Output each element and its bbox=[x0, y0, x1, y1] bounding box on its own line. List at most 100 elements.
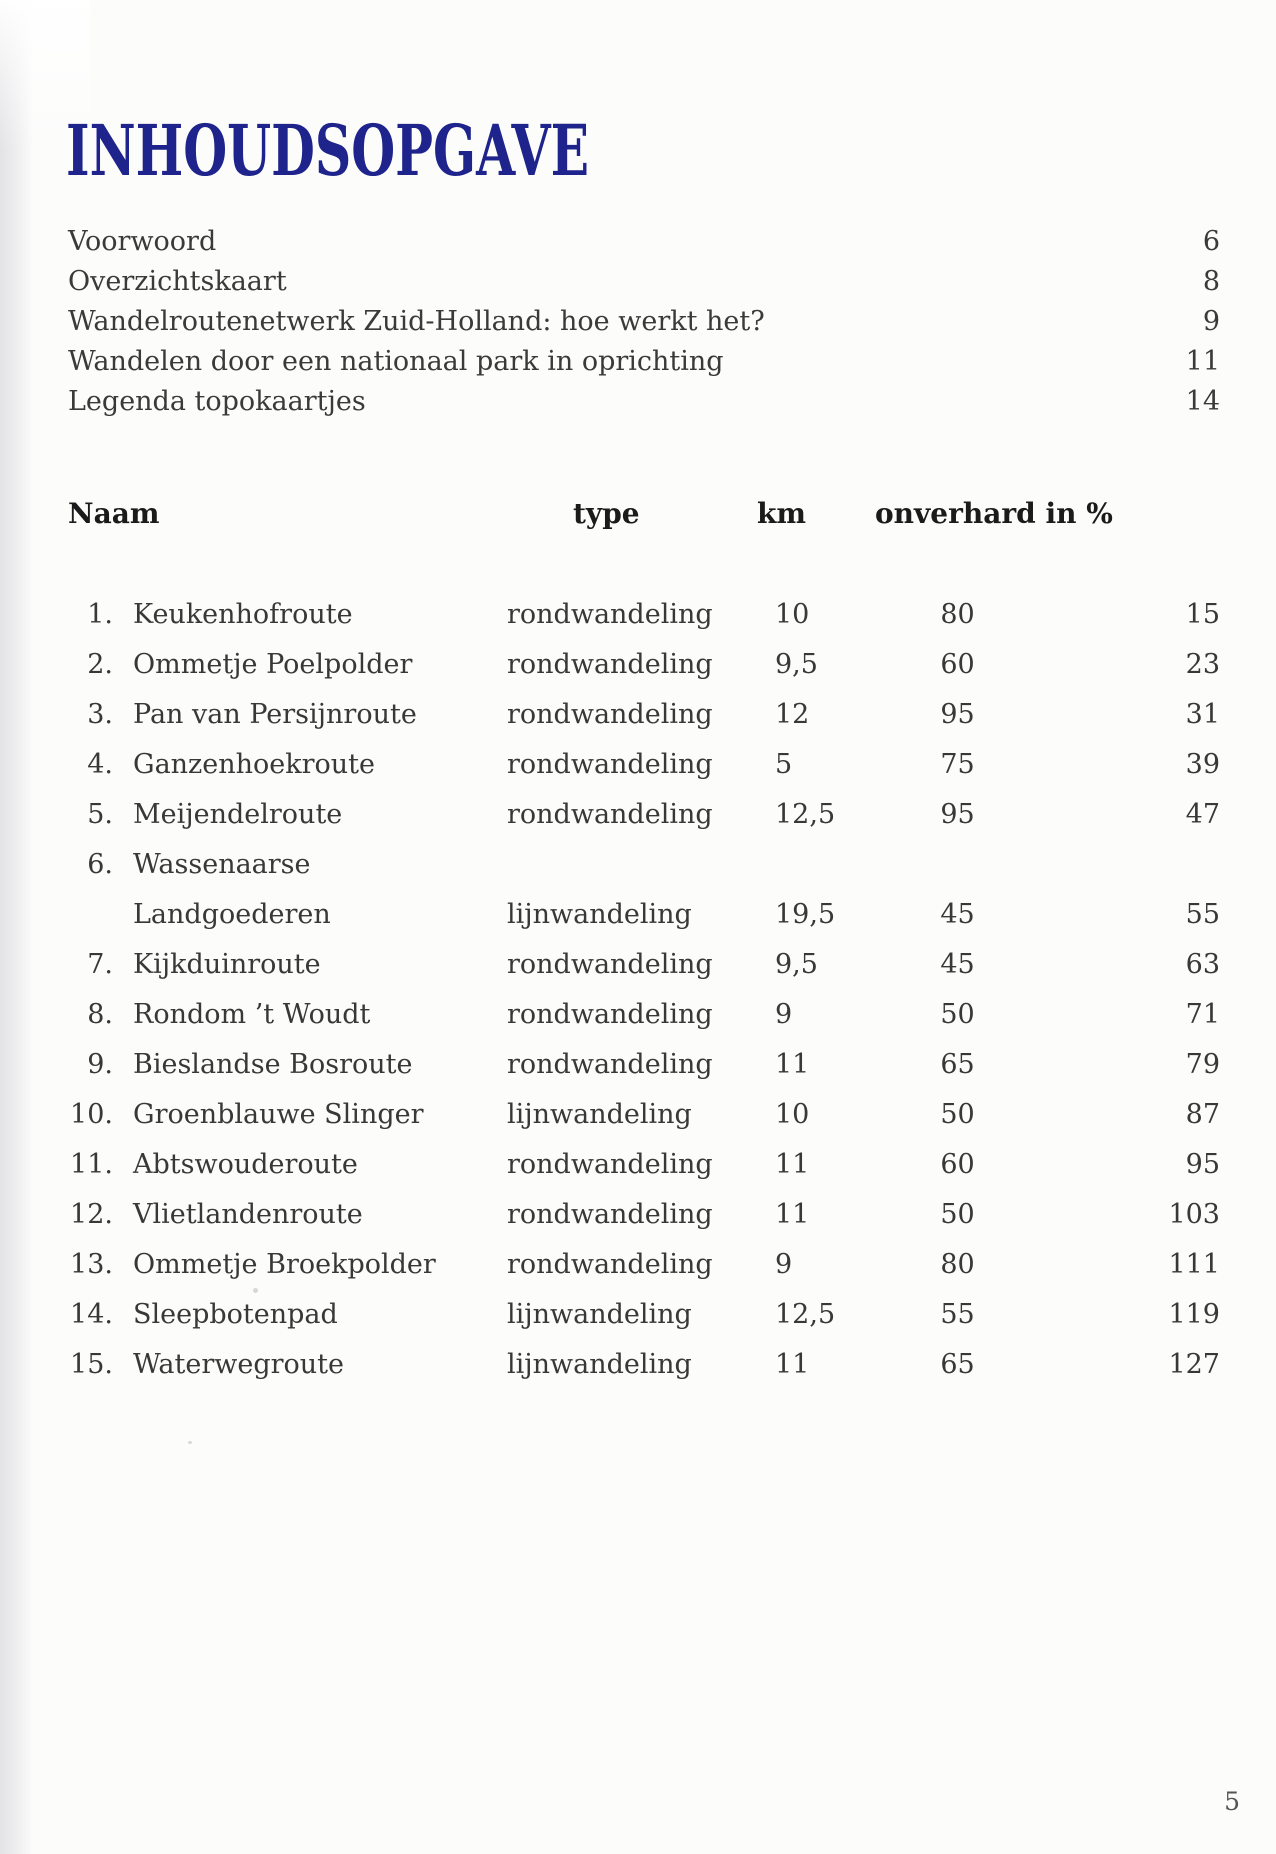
row-number: 1. bbox=[87, 599, 113, 630]
route-unpaved-percent: 65 bbox=[940, 1049, 975, 1080]
route-unpaved-percent: 45 bbox=[940, 899, 975, 930]
route-name: Keukenhofroute bbox=[133, 599, 353, 630]
front-matter-item: Wandelroutenetwerk Zuid-Holland: hoe wer… bbox=[68, 302, 1220, 342]
route-page: 23 bbox=[1185, 649, 1220, 680]
route-name: Pan van Persijnroute bbox=[133, 699, 417, 730]
route-km: 12,5 bbox=[775, 1299, 836, 1330]
route-page: 71 bbox=[1185, 999, 1220, 1030]
route-km: 11 bbox=[775, 1349, 810, 1380]
row-number: 10. bbox=[70, 1099, 113, 1130]
route-unpaved-percent: 65 bbox=[940, 1349, 975, 1380]
route-name: Ommetje Broekpolder bbox=[133, 1249, 436, 1280]
routes-table: 1. Keukenhofroute rondwandeling 10 80 15… bbox=[68, 590, 1220, 1390]
route-name: Groenblauwe Slinger bbox=[133, 1099, 424, 1130]
route-type: rondwandeling bbox=[507, 999, 713, 1030]
route-page: 39 bbox=[1185, 749, 1220, 780]
route-km: 11 bbox=[775, 1149, 810, 1180]
front-matter-page: 14 bbox=[1185, 386, 1220, 417]
route-unpaved-percent: 50 bbox=[940, 999, 975, 1030]
front-matter-page: 9 bbox=[1202, 306, 1220, 337]
route-unpaved-percent: 50 bbox=[940, 1199, 975, 1230]
row-number: 14. bbox=[70, 1299, 113, 1330]
route-type: rondwandeling bbox=[507, 799, 713, 830]
front-matter-label: Voorwoord bbox=[68, 226, 217, 257]
route-km: 10 bbox=[775, 599, 810, 630]
front-matter-item: Voorwoord 6 bbox=[68, 222, 1220, 262]
route-name: Bieslandse Bosroute bbox=[133, 1049, 413, 1080]
route-type: rondwandeling bbox=[507, 1199, 713, 1230]
row-number: 4. bbox=[87, 749, 113, 780]
route-km: 19,5 bbox=[775, 899, 836, 930]
route-type: rondwandeling bbox=[507, 1149, 713, 1180]
route-name: Ommetje Poelpolder bbox=[133, 649, 413, 680]
header-unpaved: onverhard in % bbox=[875, 497, 1113, 530]
table-row: 4. Ganzenhoekroute rondwandeling 5 75 39 bbox=[68, 740, 1220, 790]
route-km: 9,5 bbox=[775, 949, 818, 980]
scan-speck bbox=[253, 1288, 258, 1293]
row-number: 8. bbox=[87, 999, 113, 1030]
table-row: 14. Sleepbotenpad lijnwandeling 12,5 55 … bbox=[68, 1290, 1220, 1340]
row-number: 15. bbox=[70, 1349, 113, 1380]
front-matter-item: Legenda topokaartjes 14 bbox=[68, 382, 1220, 422]
front-matter-label: Wandelroutenetwerk Zuid-Holland: hoe wer… bbox=[68, 306, 765, 337]
table-row: 5. Meijendelroute rondwandeling 12,5 95 … bbox=[68, 790, 1220, 840]
table-row: 15. Waterwegroute lijnwandeling 11 65 12… bbox=[68, 1340, 1220, 1390]
route-type: rondwandeling bbox=[507, 699, 713, 730]
route-unpaved-percent: 95 bbox=[940, 799, 975, 830]
front-matter-list: Voorwoord 6 Overzichtskaart 8 Wandelrout… bbox=[68, 222, 1220, 422]
route-name: Rondom ’t Woudt bbox=[133, 999, 371, 1030]
route-page: 127 bbox=[1168, 1349, 1220, 1380]
table-row: 8. Rondom ’t Woudt rondwandeling 9 50 71 bbox=[68, 990, 1220, 1040]
route-km: 11 bbox=[775, 1199, 810, 1230]
route-km: 9,5 bbox=[775, 649, 818, 680]
route-name: Wassenaarse bbox=[133, 849, 311, 880]
table-row: 11. Abtswouderoute rondwandeling 11 60 9… bbox=[68, 1140, 1220, 1190]
route-type: lijnwandeling bbox=[507, 1099, 692, 1130]
route-name: Vlietlandenroute bbox=[133, 1199, 363, 1230]
route-type: rondwandeling bbox=[507, 749, 713, 780]
route-page: 111 bbox=[1168, 1249, 1220, 1280]
front-matter-page: 11 bbox=[1185, 346, 1220, 377]
route-page: 31 bbox=[1185, 699, 1220, 730]
route-km: 12 bbox=[775, 699, 810, 730]
route-type: lijnwandeling bbox=[507, 899, 692, 930]
page-title: INHOUDSOPGAVE bbox=[66, 108, 590, 192]
header-km: km bbox=[757, 497, 807, 530]
route-name: Sleepbotenpad bbox=[133, 1299, 338, 1330]
row-number: 9. bbox=[87, 1049, 113, 1080]
scan-speck bbox=[188, 1441, 192, 1444]
route-name-continued: Landgoederen bbox=[133, 899, 331, 930]
table-row: Landgoederen lijnwandeling 19,5 45 55 bbox=[68, 890, 1220, 940]
table-row: 9. Bieslandse Bosroute rondwandeling 11 … bbox=[68, 1040, 1220, 1090]
front-matter-page: 6 bbox=[1202, 226, 1220, 257]
table-row: 10. Groenblauwe Slinger lijnwandeling 10… bbox=[68, 1090, 1220, 1140]
table-row: 7. Kijkduinroute rondwandeling 9,5 45 63 bbox=[68, 940, 1220, 990]
route-km: 9 bbox=[775, 999, 793, 1030]
route-type: rondwandeling bbox=[507, 649, 713, 680]
route-unpaved-percent: 55 bbox=[940, 1299, 975, 1330]
page-number: 5 bbox=[1224, 1787, 1240, 1816]
page-gutter-highlight bbox=[0, 0, 90, 150]
route-name: Waterwegroute bbox=[133, 1349, 344, 1380]
route-name: Ganzenhoekroute bbox=[133, 749, 376, 780]
front-matter-label: Overzichtskaart bbox=[68, 266, 287, 297]
row-number: 2. bbox=[87, 649, 113, 680]
page-gutter-shadow bbox=[0, 0, 34, 1854]
row-number: 12. bbox=[70, 1199, 113, 1230]
route-page: 55 bbox=[1185, 899, 1220, 930]
route-type: lijnwandeling bbox=[507, 1299, 692, 1330]
table-row: 6. Wassenaarse bbox=[68, 840, 1220, 890]
route-page: 119 bbox=[1168, 1299, 1220, 1330]
header-name: Naam bbox=[68, 497, 160, 530]
route-type: rondwandeling bbox=[507, 949, 713, 980]
route-unpaved-percent: 45 bbox=[940, 949, 975, 980]
route-name: Kijkduinroute bbox=[133, 949, 321, 980]
route-name: Meijendelroute bbox=[133, 799, 343, 830]
row-number: 11. bbox=[70, 1149, 113, 1180]
table-row: 13. Ommetje Broekpolder rondwandeling 9 … bbox=[68, 1240, 1220, 1290]
route-type: lijnwandeling bbox=[507, 1349, 692, 1380]
route-km: 9 bbox=[775, 1249, 793, 1280]
front-matter-item: Wandelen door een nationaal park in opri… bbox=[68, 342, 1220, 382]
route-unpaved-percent: 50 bbox=[940, 1099, 975, 1130]
route-page: 47 bbox=[1185, 799, 1220, 830]
